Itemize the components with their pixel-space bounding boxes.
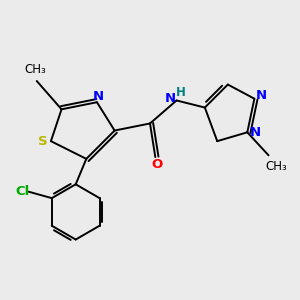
Text: O: O — [152, 158, 163, 171]
Text: Cl: Cl — [15, 185, 29, 198]
Text: N: N — [256, 89, 267, 102]
Text: N: N — [250, 126, 261, 139]
Text: N: N — [165, 92, 176, 105]
Text: H: H — [176, 86, 186, 99]
Text: CH₃: CH₃ — [266, 160, 287, 172]
Text: CH₃: CH₃ — [24, 63, 46, 76]
Text: N: N — [93, 90, 104, 103]
Text: S: S — [38, 135, 48, 148]
